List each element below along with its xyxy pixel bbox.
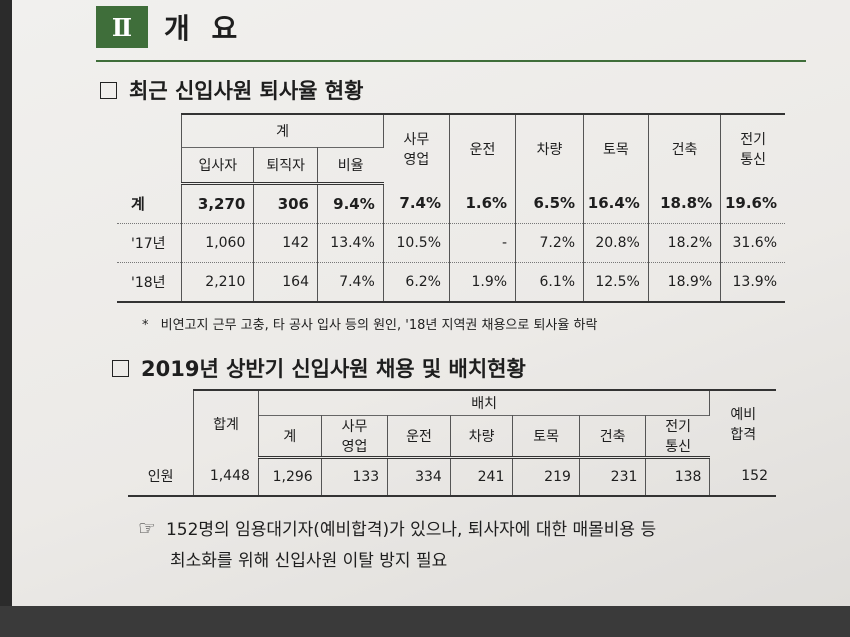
sub-header-vehicle: 차량 <box>450 415 514 459</box>
pointing-hand-icon: ☞ <box>138 515 156 540</box>
table-cell: 164 <box>253 262 318 303</box>
table-cell: 1.6% <box>449 183 517 224</box>
table-corner <box>117 114 183 184</box>
table-cell: 6.5% <box>515 183 585 224</box>
col-header-architecture: 건축 <box>648 113 722 184</box>
heading-turnover: 최근 신입사원 퇴사율 현황 <box>100 74 363 106</box>
checkbox-square-icon <box>100 81 117 99</box>
row-label: 인원 <box>128 457 195 497</box>
sub-header-electric-line1: 전기 <box>665 419 692 435</box>
checkbox-square-icon <box>112 359 129 377</box>
sub-header-ratio: 비율 <box>317 147 384 185</box>
section-number-box: Ⅱ <box>96 6 148 48</box>
table-cell: 152 <box>709 457 776 497</box>
table-cell: 219 <box>512 457 580 497</box>
table-cell: 18.9% <box>648 262 722 303</box>
footnote-bullet: * <box>142 318 149 333</box>
conclusion-text2: 최소화를 위해 신입사원 이탈 방지 필요 <box>170 551 448 571</box>
sub-header-electric: 전기 통신 <box>645 415 710 459</box>
table-cell: 2,210 <box>181 262 255 303</box>
table-cell: 133 <box>321 457 389 497</box>
col-header-vehicle: 차량 <box>515 113 585 184</box>
table-corner <box>128 390 195 458</box>
table-cell: 1,296 <box>258 457 322 497</box>
table-cell: 306 <box>253 183 318 224</box>
col-header-total: 합계 <box>193 389 259 458</box>
sub-header-sales: 사무 영업 <box>321 415 389 459</box>
table-cell: 31.6% <box>720 223 785 263</box>
footnote-text: 비연고지 근무 고충, 타 공사 입사 등의 원인, '18년 지역권 채용으로… <box>160 318 598 333</box>
col-header-driving: 운전 <box>449 113 517 184</box>
footnote: * 비연고지 근무 고충, 타 공사 입사 등의 원인, '18년 지역권 채용… <box>142 314 597 333</box>
table-cell: 9.4% <box>317 183 384 224</box>
col-header-sales-line2: 영업 <box>403 152 430 169</box>
hiring-table: 합계 배치 예비 합격 계 사무 영업 운전 차량 토목 건축 전기 통신 인원… <box>128 389 776 497</box>
table-cell: 13.4% <box>317 223 384 263</box>
table-cell: 334 <box>387 457 451 497</box>
table-cell: 10.5% <box>383 223 451 263</box>
screen-edge <box>0 0 12 637</box>
group-header-total: 계 <box>181 113 384 148</box>
section-divider <box>96 60 806 62</box>
col-header-electric: 전기 통신 <box>720 113 785 184</box>
table-cell: - <box>449 223 517 263</box>
table-cell: 1,060 <box>181 223 255 263</box>
table-cell: 138 <box>645 457 711 497</box>
table-cell: 18.8% <box>648 183 722 224</box>
conclusion-text1: 152명의 임용대기자(예비합격)가 있으나, 퇴사자에 대한 매몰비용 등 <box>165 520 657 540</box>
sub-header-sales-line2: 영업 <box>341 439 368 455</box>
row-label: '18년 <box>117 262 183 303</box>
table-cell: 1,448 <box>193 457 259 497</box>
table-cell: 142 <box>253 223 318 263</box>
col-header-sales-line1: 사무 <box>403 132 430 149</box>
table-cell: 16.4% <box>583 183 649 224</box>
sub-header-sales-line1: 사무 <box>341 419 368 435</box>
sub-header-sum: 계 <box>258 415 322 459</box>
screen-bottom-edge <box>0 606 850 637</box>
turnover-table: 계 사무 영업 운전 차량 토목 건축 전기 통신 입사자 퇴직자 비율 계 3… <box>117 113 785 303</box>
group-header-placement: 배치 <box>258 389 711 416</box>
col-header-reserve: 예비 합격 <box>709 389 776 458</box>
table-cell: 6.1% <box>515 262 585 303</box>
col-header-reserve-line1: 예비 <box>730 407 757 424</box>
sub-header-driving: 운전 <box>387 415 451 459</box>
table-cell: 20.8% <box>583 223 649 263</box>
heading-hiring: 2019년 상반기 신입사원 채용 및 배치현황 <box>112 352 526 384</box>
col-header-electric-line1: 전기 <box>740 132 766 149</box>
col-header-sales: 사무 영업 <box>383 113 451 184</box>
sub-header-leavers: 퇴직자 <box>253 147 318 185</box>
sub-header-civil: 토목 <box>512 415 580 459</box>
table-cell: 3,270 <box>181 183 255 224</box>
row-label: '17년 <box>117 223 183 263</box>
table-cell: 1.9% <box>449 262 517 303</box>
row-label: 계 <box>117 183 183 224</box>
heading-turnover-text: 최근 신입사원 퇴사율 현황 <box>129 79 364 103</box>
table-cell: 12.5% <box>583 262 649 303</box>
sub-header-architecture: 건축 <box>579 415 647 459</box>
heading-hiring-text: 2019년 상반기 신입사원 채용 및 배치현황 <box>141 357 526 381</box>
table-cell: 7.2% <box>515 223 585 263</box>
table-cell: 6.2% <box>383 262 451 303</box>
col-header-reserve-line2: 합격 <box>730 427 757 444</box>
col-header-electric-line2: 통신 <box>740 152 766 169</box>
col-header-civil: 토목 <box>583 113 649 184</box>
table-cell: 241 <box>450 457 514 497</box>
table-cell: 7.4% <box>317 262 384 303</box>
table-cell: 13.9% <box>720 262 785 303</box>
section-title: 개 요 <box>164 12 244 45</box>
table-cell: 19.6% <box>720 183 785 224</box>
sub-header-electric-line2: 통신 <box>665 439 692 455</box>
table-cell: 7.4% <box>383 183 451 224</box>
table-cell: 18.2% <box>648 223 722 263</box>
conclusion-line1: ☞ 152명의 임용대기자(예비합격)가 있으나, 퇴사자에 대한 매몰비용 등 <box>138 515 657 541</box>
sub-header-hires: 입사자 <box>181 147 255 185</box>
table-cell: 231 <box>579 457 647 497</box>
